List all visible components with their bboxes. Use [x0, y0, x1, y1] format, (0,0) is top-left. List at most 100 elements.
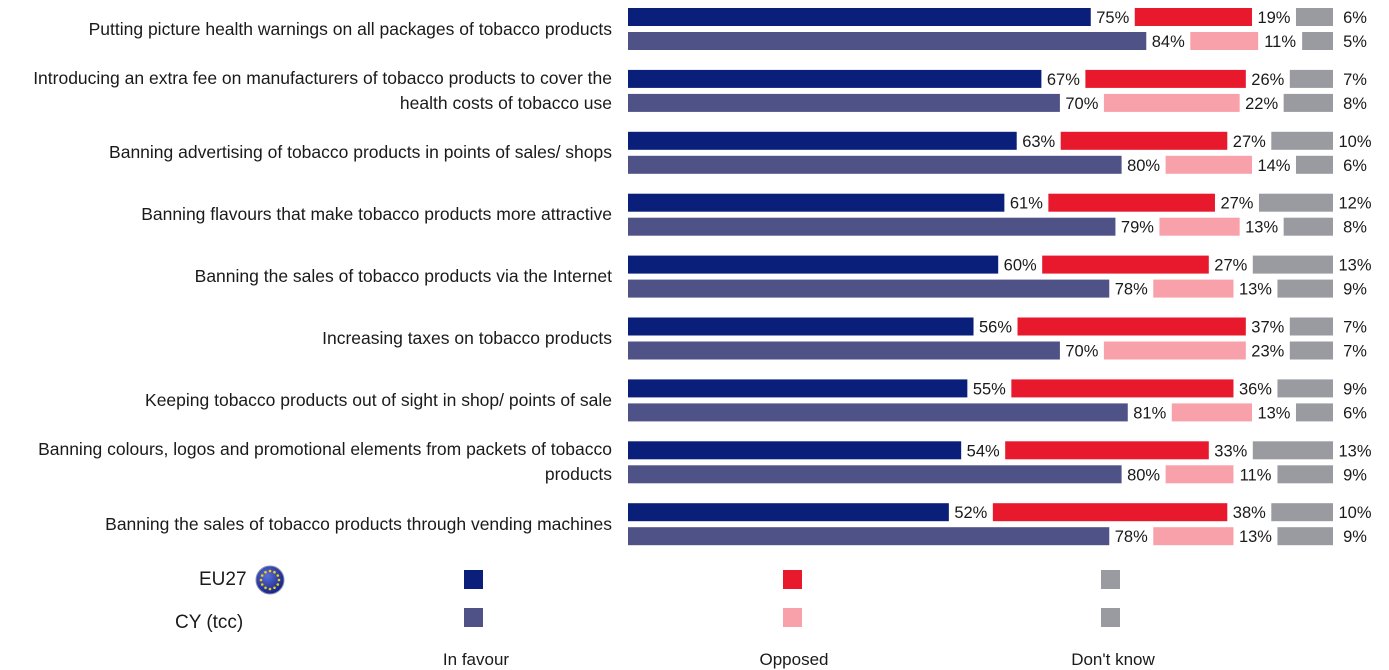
bar-cy-dont-know-5 [1290, 342, 1333, 360]
bar-cy-dont-know-3 [1284, 218, 1333, 236]
value-label-eu27-opposed-5: 37% [1251, 319, 1284, 337]
value-label-eu27-opposed-8: 38% [1233, 504, 1266, 522]
bar-cy-dont-know-4 [1277, 280, 1333, 298]
bar-eu27-in-favour-4 [628, 256, 998, 274]
value-label-cy-in-favour-2: 80% [1127, 157, 1160, 175]
flag-star-icon [276, 583, 279, 586]
bar-eu27-opposed-0 [1135, 8, 1252, 26]
bar-cy-in-favour-4 [628, 280, 1109, 298]
value-label-eu27-in-favour-0: 75% [1096, 9, 1129, 27]
flag-star-icon [278, 579, 281, 582]
value-label-eu27-opposed-7: 33% [1214, 442, 1247, 460]
category-label: Banning colours, logos and promotional e… [0, 437, 612, 487]
flag-star-icon [269, 588, 272, 591]
bar-eu27-dont-know-4 [1253, 256, 1333, 274]
value-label-eu27-dont-know-5: 7% [1343, 319, 1367, 337]
category-label-line: Banning the sales of tobacco products vi… [0, 264, 612, 289]
category-label: Introducing an extra fee on manufacturer… [0, 66, 612, 116]
value-label-eu27-in-favour-4: 60% [1004, 257, 1037, 275]
category-label-line: Banning advertising of tobacco products … [0, 140, 612, 165]
value-label-eu27-in-favour-1: 67% [1047, 71, 1080, 89]
bar-cy-dont-know-8 [1277, 527, 1333, 545]
legend-series-eu27: EU27 [199, 569, 247, 591]
value-label-cy-opposed-8: 13% [1239, 528, 1272, 546]
bar-cy-dont-know-7 [1277, 465, 1333, 483]
bar-cy-opposed-3 [1159, 218, 1239, 236]
value-label-cy-in-favour-0: 84% [1152, 33, 1185, 51]
value-label-eu27-in-favour-2: 63% [1022, 133, 1055, 151]
value-label-cy-dont-know-1: 8% [1343, 95, 1367, 113]
value-label-cy-dont-know-4: 9% [1343, 281, 1367, 299]
bar-cy-dont-know-0 [1302, 32, 1333, 50]
legend-series-cy: CY (tcc) [175, 612, 243, 634]
bar-cy-opposed-6 [1172, 403, 1252, 421]
flag-star-icon [264, 586, 267, 589]
bar-eu27-dont-know-2 [1271, 132, 1333, 150]
category-label: Increasing taxes on tobacco products [0, 326, 612, 351]
bar-cy-opposed-5 [1104, 342, 1246, 360]
bar-cy-opposed-1 [1104, 94, 1240, 112]
category-label: Banning flavours that make tobacco produ… [0, 202, 612, 227]
value-label-cy-in-favour-1: 70% [1065, 95, 1098, 113]
value-label-cy-dont-know-8: 9% [1343, 528, 1367, 546]
bar-cy-in-favour-8 [628, 527, 1109, 545]
value-label-cy-dont-know-3: 8% [1343, 219, 1367, 237]
bar-eu27-dont-know-3 [1259, 194, 1333, 212]
value-label-eu27-opposed-3: 27% [1220, 195, 1253, 213]
value-label-cy-dont-know-0: 5% [1343, 33, 1367, 51]
bar-cy-in-favour-3 [628, 218, 1115, 236]
flag-star-icon [269, 570, 272, 573]
flag-star-icon [260, 579, 263, 582]
value-label-cy-opposed-6: 13% [1257, 404, 1290, 422]
legend-swatch-eu27-in-favour [464, 570, 483, 589]
category-label-line: products [0, 462, 612, 487]
bar-cy-in-favour-0 [628, 32, 1146, 50]
bar-cy-opposed-7 [1166, 465, 1234, 483]
value-label-cy-in-favour-8: 78% [1115, 528, 1148, 546]
value-label-cy-opposed-3: 13% [1245, 219, 1278, 237]
category-label-line: health costs of tobacco use [0, 91, 612, 116]
bar-cy-opposed-2 [1166, 156, 1252, 174]
value-label-eu27-in-favour-3: 61% [1010, 195, 1043, 213]
bar-eu27-in-favour-0 [628, 8, 1091, 26]
value-label-eu27-dont-know-6: 9% [1343, 380, 1367, 398]
legend-swatch-cy-dont-know [1101, 608, 1120, 627]
value-label-eu27-opposed-1: 26% [1251, 71, 1284, 89]
value-label-eu27-in-favour-6: 55% [973, 380, 1006, 398]
bar-eu27-opposed-8 [993, 503, 1227, 521]
legend-label-opposed: Opposed [694, 650, 894, 670]
value-label-cy-opposed-2: 14% [1257, 157, 1290, 175]
value-label-cy-opposed-1: 22% [1245, 95, 1278, 113]
value-label-cy-in-favour-4: 78% [1115, 281, 1148, 299]
value-label-eu27-opposed-0: 19% [1257, 9, 1290, 27]
legend-label-dont-know: Don't know [1013, 650, 1213, 670]
value-label-eu27-in-favour-8: 52% [954, 504, 987, 522]
bar-eu27-dont-know-1 [1290, 70, 1333, 88]
category-label: Banning the sales of tobacco products vi… [0, 264, 612, 289]
value-label-cy-dont-know-5: 7% [1343, 343, 1367, 361]
bar-eu27-in-favour-1 [628, 70, 1041, 88]
category-label: Banning advertising of tobacco products … [0, 140, 612, 165]
value-label-cy-in-favour-3: 79% [1121, 219, 1154, 237]
bar-eu27-opposed-2 [1061, 132, 1228, 150]
value-label-cy-dont-know-2: 6% [1343, 157, 1367, 175]
flag-star-icon [273, 571, 276, 574]
bar-eu27-in-favour-3 [628, 194, 1004, 212]
value-label-eu27-opposed-4: 27% [1214, 257, 1247, 275]
bar-cy-opposed-4 [1153, 280, 1233, 298]
bar-eu27-dont-know-8 [1271, 503, 1333, 521]
bar-eu27-dont-know-7 [1253, 441, 1333, 459]
category-label-line: Banning flavours that make tobacco produ… [0, 202, 612, 227]
bar-eu27-opposed-1 [1085, 70, 1245, 88]
value-label-eu27-opposed-6: 36% [1239, 380, 1272, 398]
value-label-cy-opposed-0: 11% [1264, 33, 1296, 51]
value-label-eu27-in-favour-5: 56% [979, 319, 1012, 337]
category-label-line: Banning colours, logos and promotional e… [0, 437, 612, 462]
bar-cy-dont-know-2 [1296, 156, 1333, 174]
legend-label-in-favour: In favour [376, 650, 576, 670]
category-label-line: Increasing taxes on tobacco products [0, 326, 612, 351]
value-label-cy-in-favour-7: 80% [1127, 466, 1160, 484]
value-label-eu27-dont-know-3: 12% [1338, 195, 1371, 213]
value-label-eu27-dont-know-8: 10% [1338, 504, 1371, 522]
value-label-cy-dont-know-6: 6% [1343, 404, 1367, 422]
